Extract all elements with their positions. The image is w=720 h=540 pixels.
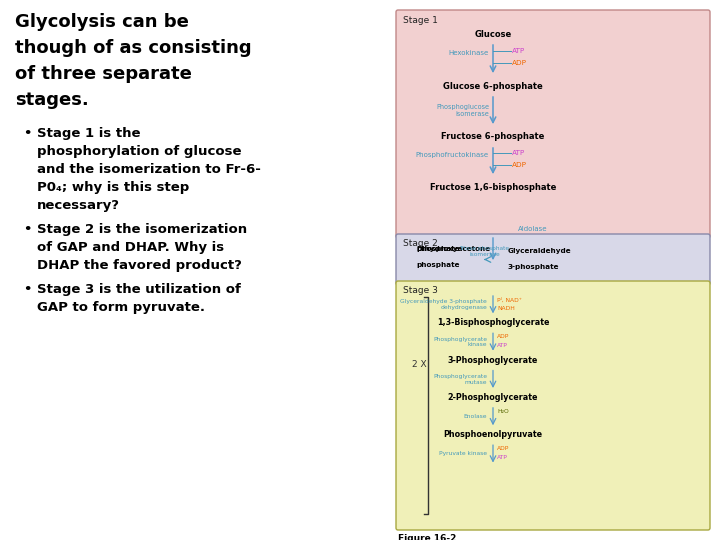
- Text: Triose phosphate
isomerase: Triose phosphate isomerase: [459, 246, 510, 256]
- Text: Phosphoglycerate
kinase: Phosphoglycerate kinase: [433, 336, 487, 347]
- FancyBboxPatch shape: [396, 234, 710, 285]
- Text: Glucose: Glucose: [474, 30, 512, 39]
- Text: •: •: [23, 127, 32, 140]
- Text: GAP to form pyruvate.: GAP to form pyruvate.: [37, 301, 205, 314]
- Text: Fructose 1,6-bisphosphate: Fructose 1,6-bisphosphate: [430, 183, 556, 192]
- Text: H₂O: H₂O: [497, 409, 509, 414]
- Text: phosphorylation of glucose: phosphorylation of glucose: [37, 145, 241, 158]
- Text: stages.: stages.: [15, 91, 89, 109]
- Text: Stage 3 is the utilization of: Stage 3 is the utilization of: [37, 283, 241, 296]
- Text: ADP: ADP: [512, 162, 527, 168]
- Text: 2 X: 2 X: [412, 360, 427, 369]
- Text: •: •: [23, 223, 32, 236]
- Text: Stage 2 is the isomerization: Stage 2 is the isomerization: [37, 223, 247, 236]
- Text: 3-phosphate: 3-phosphate: [508, 264, 559, 269]
- Text: Phosphoglucose
isomerase: Phosphoglucose isomerase: [436, 104, 489, 117]
- Text: Phosphoglycerate
mutase: Phosphoglycerate mutase: [433, 374, 487, 384]
- Text: necessary?: necessary?: [37, 199, 120, 212]
- Text: ATP: ATP: [512, 150, 526, 156]
- FancyBboxPatch shape: [396, 10, 710, 238]
- Text: ADP: ADP: [497, 447, 509, 451]
- Text: Glucose 6-phosphate: Glucose 6-phosphate: [443, 82, 543, 91]
- Text: Stage 1 is the: Stage 1 is the: [37, 127, 140, 140]
- Text: Enolase: Enolase: [464, 414, 487, 419]
- Text: ADP: ADP: [512, 60, 527, 66]
- Text: Fructose 6-phosphate: Fructose 6-phosphate: [441, 132, 545, 141]
- Text: Stage 3: Stage 3: [403, 286, 438, 295]
- Text: P0₄; why is this step: P0₄; why is this step: [37, 181, 189, 194]
- Text: ATP: ATP: [497, 455, 508, 460]
- FancyBboxPatch shape: [396, 281, 710, 530]
- Text: 3-Phosphoglycerate: 3-Phosphoglycerate: [448, 356, 538, 364]
- Text: Glyceraldehyde: Glyceraldehyde: [508, 247, 572, 253]
- Text: Stage 2: Stage 2: [403, 239, 438, 248]
- Text: NADH: NADH: [497, 306, 515, 311]
- Text: ATP: ATP: [512, 48, 526, 54]
- Text: of GAP and DHAP. Why is: of GAP and DHAP. Why is: [37, 241, 224, 254]
- Text: Hexokinase: Hexokinase: [449, 50, 489, 56]
- Text: Aldolase: Aldolase: [518, 226, 548, 232]
- Text: and the isomerization to Fr-6-: and the isomerization to Fr-6-: [37, 163, 261, 176]
- Text: 2-Phosphoglycerate: 2-Phosphoglycerate: [448, 393, 539, 402]
- Text: ADP: ADP: [497, 334, 509, 340]
- Text: Glycolysis can be: Glycolysis can be: [15, 13, 189, 31]
- Text: DHAP the favored product?: DHAP the favored product?: [37, 259, 242, 272]
- Text: 1,3-Bisphosphoglycerate: 1,3-Bisphosphoglycerate: [437, 318, 549, 327]
- Text: Pᴵ, NAD⁺: Pᴵ, NAD⁺: [497, 297, 522, 302]
- Text: Pyruvate kinase: Pyruvate kinase: [439, 451, 487, 456]
- Text: Glyceraldehyde 3-phosphate
dehydrogenase: Glyceraldehyde 3-phosphate dehydrogenase: [400, 299, 487, 310]
- Text: •: •: [23, 283, 32, 296]
- Text: though of as consisting: though of as consisting: [15, 39, 251, 57]
- Text: Figure 16-2: Figure 16-2: [398, 534, 456, 540]
- Text: phosphate: phosphate: [416, 261, 459, 267]
- Text: Phosphoenolpyruvate: Phosphoenolpyruvate: [444, 430, 543, 439]
- Text: phosphate: phosphate: [416, 239, 459, 252]
- Text: Phosphofructokinase: Phosphofructokinase: [416, 152, 489, 158]
- Text: Stage 1: Stage 1: [403, 16, 438, 25]
- Text: Dihydroxyacetone: Dihydroxyacetone: [416, 246, 490, 252]
- Text: ATP: ATP: [497, 343, 508, 348]
- Text: of three separate: of three separate: [15, 65, 192, 83]
